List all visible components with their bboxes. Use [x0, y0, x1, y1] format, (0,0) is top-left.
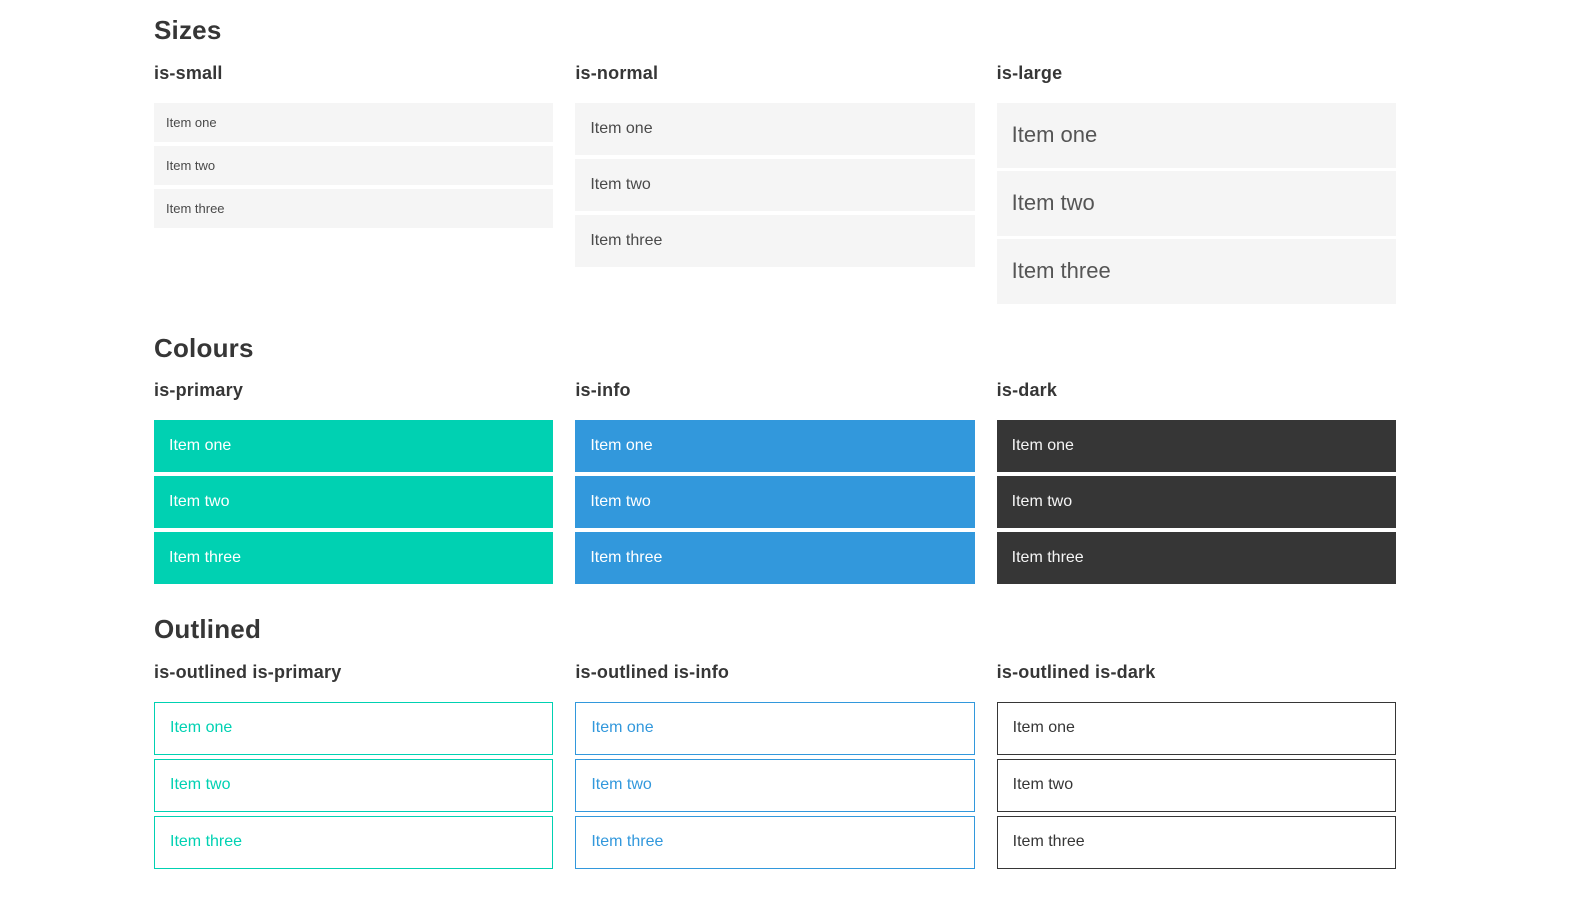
list-item: Item one — [996, 701, 1396, 755]
list-normal: Item one Item two Item three — [575, 102, 975, 267]
group-label: is-outlined is-info — [575, 661, 730, 682]
list-item: Item two — [154, 476, 554, 528]
list-item: Item three — [575, 815, 975, 869]
group-outlined-dark: is-outlined is-dark Item one Item two It… — [996, 660, 1396, 873]
group-label: is-large — [996, 62, 1063, 83]
list-item: Item two — [996, 170, 1396, 236]
group-label: is-outlined is-dark — [996, 661, 1156, 682]
list-item: Item three — [154, 188, 554, 228]
group-outlined-info: is-outlined is-info Item one Item two It… — [575, 660, 975, 873]
list-item: Item two — [154, 145, 554, 185]
list-item: Item three — [154, 815, 554, 869]
list-item: Item two — [575, 476, 975, 528]
sizes-grid: is-small Item one Item two Item three is… — [154, 61, 1396, 307]
list-item: Item one — [575, 102, 975, 155]
list-item: Item one — [575, 701, 975, 755]
colours-grid: is-primary Item one Item two Item three … — [154, 378, 1396, 588]
section-outlined: Outlined is-outlined is-primary Item one… — [154, 613, 1396, 873]
outlined-grid: is-outlined is-primary Item one Item two… — [154, 660, 1396, 873]
group-label: is-normal — [575, 62, 659, 83]
group-is-small: is-small Item one Item two Item three — [154, 61, 554, 307]
group-label: is-small — [154, 62, 223, 83]
list-item: Item one — [996, 102, 1396, 168]
section-colours: Colours is-primary Item one Item two Ite… — [154, 332, 1396, 589]
list-item: Item one — [154, 420, 554, 472]
list-item: Item three — [996, 238, 1396, 304]
section-title-sizes: Sizes — [154, 15, 222, 45]
content-container: Sizes is-small Item one Item two Item th… — [154, 0, 1396, 873]
list-item: Item one — [154, 701, 554, 755]
group-outlined-primary: is-outlined is-primary Item one Item two… — [154, 660, 554, 873]
group-label: is-info — [575, 380, 631, 400]
list-item: Item three — [575, 532, 975, 584]
group-label: is-outlined is-primary — [154, 661, 342, 682]
list-outlined-primary: Item one Item two Item three — [154, 701, 554, 869]
list-small: Item one Item two Item three — [154, 102, 554, 228]
group-is-large: is-large Item one Item two Item three — [996, 61, 1396, 307]
group-label: is-primary — [154, 380, 244, 400]
list-item: Item one — [575, 420, 975, 472]
list-outlined-dark: Item one Item two Item three — [996, 701, 1396, 869]
list-primary: Item one Item two Item three — [154, 420, 554, 584]
list-item: Item three — [575, 214, 975, 267]
section-title-colours: Colours — [154, 332, 254, 363]
list-dark: Item one Item two Item three — [996, 420, 1396, 584]
group-is-normal: is-normal Item one Item two Item three — [575, 61, 975, 307]
group-is-primary: is-primary Item one Item two Item three — [154, 378, 554, 588]
list-item: Item two — [154, 758, 554, 812]
list-outlined-info: Item one Item two Item three — [575, 701, 975, 869]
section-sizes: Sizes is-small Item one Item two Item th… — [154, 14, 1396, 307]
list-item: Item one — [996, 420, 1396, 472]
list-item: Item three — [996, 532, 1396, 584]
list-item: Item two — [575, 758, 975, 812]
list-item: Item three — [996, 815, 1396, 869]
list-info: Item one Item two Item three — [575, 420, 975, 584]
list-item: Item one — [154, 102, 554, 142]
list-item: Item two — [996, 758, 1396, 812]
group-label: is-dark — [996, 380, 1058, 400]
group-is-dark: is-dark Item one Item two Item three — [996, 378, 1396, 588]
group-is-info: is-info Item one Item two Item three — [575, 378, 975, 588]
section-title-outlined: Outlined — [154, 614, 262, 644]
list-item: Item two — [996, 476, 1396, 528]
list-item: Item two — [575, 158, 975, 211]
list-large: Item one Item two Item three — [996, 102, 1396, 304]
list-item: Item three — [154, 532, 554, 584]
